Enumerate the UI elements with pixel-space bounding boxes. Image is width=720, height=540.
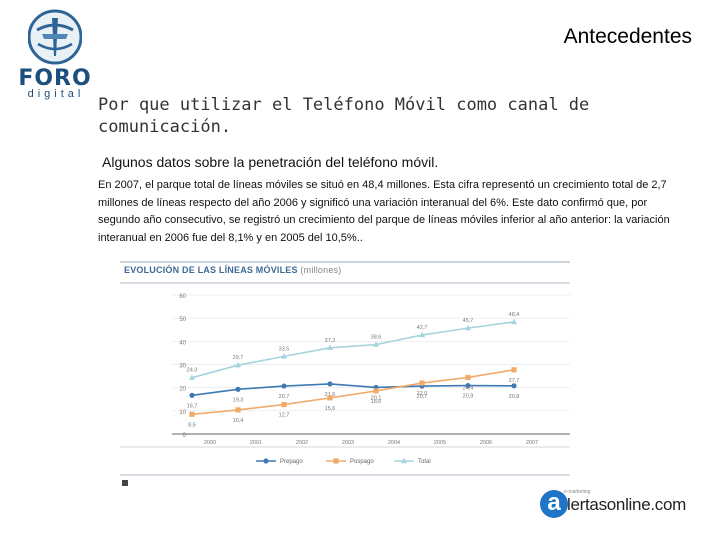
data-label: 19,3 — [233, 397, 244, 403]
data-label: 15,6 — [325, 406, 336, 412]
series-line — [191, 321, 515, 379]
data-label: 18,6 — [371, 399, 382, 405]
data-label: 20,1 — [371, 395, 382, 401]
data-label: 42,7 — [417, 325, 428, 331]
data-point — [281, 401, 287, 408]
data-label: 48,4 — [509, 312, 520, 318]
legend-label: Total — [418, 459, 431, 465]
data-point — [511, 367, 517, 373]
data-point — [373, 341, 379, 347]
y-tick-label: 60 — [179, 294, 186, 300]
y-tick-label: 20 — [179, 387, 186, 393]
data-point — [189, 374, 195, 380]
chart-unit: (millones) — [300, 265, 342, 275]
slide-subtitle: Algunos datos sobre la penetración del t… — [102, 154, 439, 170]
x-tick-label: 2004 — [388, 440, 400, 446]
data-label: 12,7 — [279, 413, 290, 419]
brand-text: lertasonline.com — [567, 495, 686, 514]
data-label: 33,5 — [279, 346, 290, 352]
body-paragraph: En 2007, el parque total de líneas móvil… — [98, 179, 670, 244]
x-tick-label: 2005 — [434, 440, 446, 446]
data-label: 20,7 — [417, 394, 428, 400]
data-point — [511, 383, 517, 389]
logo-digital-text: digital — [27, 88, 85, 100]
x-tick-label: 2000 — [204, 440, 216, 446]
y-tick-label: 0 — [183, 433, 187, 439]
globe-icon — [28, 9, 82, 65]
data-point — [511, 318, 517, 325]
data-point — [281, 353, 287, 359]
legend-label: Pospago — [350, 459, 374, 465]
data-point — [327, 344, 333, 351]
legend-marker — [333, 458, 339, 464]
chart-title-text: EVOLUCIÓN DE LAS LÍNEAS MÓVILES — [124, 265, 298, 275]
alertasonline-logo: a e-marketing lertasonline.com — [540, 488, 690, 524]
x-tick-label: 2003 — [342, 440, 354, 446]
logo-foro-text: FORO — [18, 66, 92, 91]
data-label: 38,6 — [371, 335, 382, 341]
series-line — [191, 369, 515, 416]
page-heading: Antecedentes — [563, 25, 692, 48]
legend-marker — [401, 457, 407, 464]
data-label: 10,4 — [233, 418, 244, 424]
data-label: 29,7 — [233, 355, 244, 361]
data-point — [235, 407, 241, 413]
legend-marker — [263, 458, 269, 464]
data-point — [189, 392, 195, 398]
brand-a-icon: a — [540, 490, 568, 518]
legend-label: Prepago — [280, 459, 303, 465]
x-tick-label: 2006 — [480, 440, 492, 446]
data-point — [235, 386, 241, 392]
x-tick-label: 2007 — [526, 440, 538, 446]
y-tick-label: 50 — [179, 317, 186, 323]
data-point — [327, 395, 333, 401]
data-point — [373, 388, 379, 394]
data-label: 21,6 — [325, 392, 336, 398]
x-tick-label: 2002 — [296, 440, 308, 446]
lines-chart: EVOLUCIÓN DE LAS LÍNEAS MÓVILES (millone… — [118, 257, 574, 492]
chart-svg: 0 10 20 30 40 50 60 2000 2001 2002 2003 2004 2005 200… — [120, 261, 570, 486]
y-tick-label: 40 — [179, 340, 186, 346]
y-tick-label: 30 — [179, 364, 186, 370]
chart-title: EVOLUCIÓN DE LAS LÍNEAS MÓVILES (millone… — [124, 265, 341, 275]
brand-small-text: e-marketing — [564, 489, 591, 495]
square-icon — [122, 480, 128, 486]
data-label: 20,8 — [509, 394, 520, 400]
data-label: 24,3 — [187, 368, 198, 374]
data-label: 37,2 — [325, 338, 336, 344]
data-label: 20,9 — [463, 394, 474, 400]
data-point — [465, 324, 471, 331]
data-point — [465, 382, 471, 389]
x-tick-label: 2001 — [250, 440, 262, 446]
data-label: 8,5 — [188, 422, 196, 428]
data-label: 27,7 — [509, 378, 520, 384]
data-point — [281, 383, 287, 389]
series-line — [191, 383, 515, 397]
slide-title: Por que utilizar el Teléfono Móvil como … — [98, 95, 590, 137]
data-label: 22,0 — [417, 391, 428, 397]
data-point — [419, 380, 425, 386]
data-point — [419, 331, 425, 338]
data-point — [189, 411, 195, 417]
data-label: 20,7 — [279, 394, 290, 400]
data-label: 45,7 — [463, 318, 474, 324]
foro-digital-logo: FORO digital — [14, 8, 96, 100]
data-point — [235, 361, 241, 368]
data-label: 16,7 — [187, 403, 198, 409]
y-tick-label: 10 — [179, 410, 186, 416]
data-point — [327, 381, 333, 387]
data-label: 24,4 — [463, 385, 474, 391]
data-point — [465, 374, 471, 381]
